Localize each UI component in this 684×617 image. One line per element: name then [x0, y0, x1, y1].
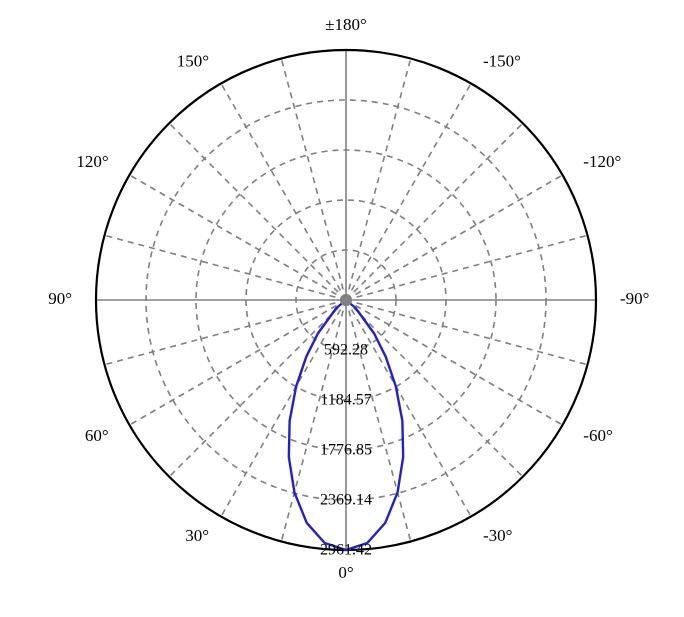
angle-label: ±180° — [325, 15, 367, 34]
radial-label: 2961.42 — [320, 542, 372, 559]
center-dot — [340, 294, 352, 306]
radial-label: 1776.85 — [320, 442, 372, 459]
angle-label: 120° — [76, 152, 108, 171]
angle-label: 0° — [338, 563, 353, 582]
radial-label: 592.28 — [324, 342, 368, 359]
angle-label: 60° — [85, 426, 109, 445]
angle-label: -120° — [583, 152, 621, 171]
polar-chart: 592.28 1184.57 1776.85 2369.14 2961.42 ±180° 1… — [0, 0, 684, 617]
angle-label: -150° — [483, 52, 521, 71]
angle-label: 90° — [48, 289, 72, 308]
angle-label: -60° — [583, 426, 612, 445]
radial-label: 1184.57 — [320, 392, 371, 409]
angle-label: 150° — [177, 52, 209, 71]
chart-bg — [0, 0, 684, 617]
angle-label: -90° — [620, 289, 649, 308]
angle-label: 30° — [185, 526, 209, 545]
radial-label: 2369.14 — [320, 492, 372, 509]
angle-label: -30° — [483, 526, 512, 545]
